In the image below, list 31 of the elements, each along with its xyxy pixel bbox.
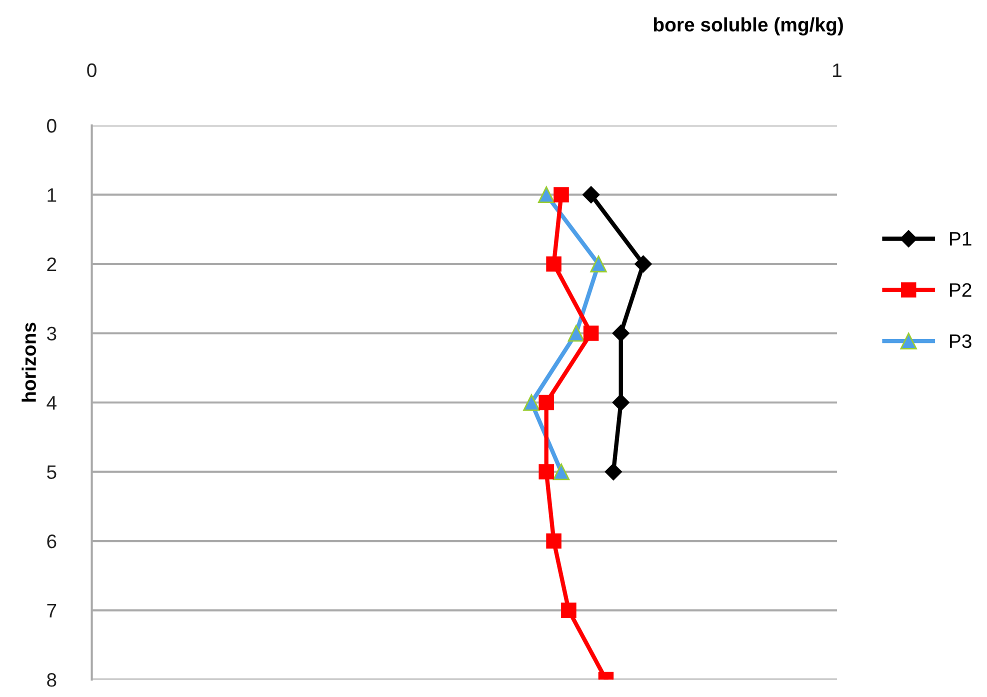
point <box>561 602 576 618</box>
point <box>538 394 554 410</box>
point <box>604 463 622 480</box>
legend-label: P3 <box>950 334 972 348</box>
y-tick-label: 5 <box>47 465 56 480</box>
legend-label: P1 <box>950 232 972 246</box>
legend-label: P2 <box>950 283 972 297</box>
y-axis-title: horizons <box>22 322 36 402</box>
point <box>583 326 599 341</box>
point <box>554 187 569 202</box>
point <box>634 255 652 273</box>
y-tick-label: 3 <box>46 326 56 340</box>
point <box>546 533 562 549</box>
x-axis-title: bore soluble (mg/kg) <box>654 17 843 36</box>
y-tick-label: 2 <box>47 257 56 272</box>
point <box>538 464 554 480</box>
y-tick-label: 0 <box>47 118 56 133</box>
point <box>568 324 584 342</box>
point <box>590 256 607 272</box>
point <box>538 186 555 204</box>
point <box>612 324 630 342</box>
point <box>552 463 570 480</box>
point <box>523 394 540 411</box>
y-tick-label: 4 <box>46 396 56 410</box>
point <box>546 256 562 272</box>
point <box>612 394 630 412</box>
y-tick-label: 8 <box>47 673 56 687</box>
y-tick-label: 1 <box>48 188 56 202</box>
y-tick-label: 7 <box>47 604 56 618</box>
y-tick-label: 6 <box>47 534 56 548</box>
point <box>582 186 600 204</box>
